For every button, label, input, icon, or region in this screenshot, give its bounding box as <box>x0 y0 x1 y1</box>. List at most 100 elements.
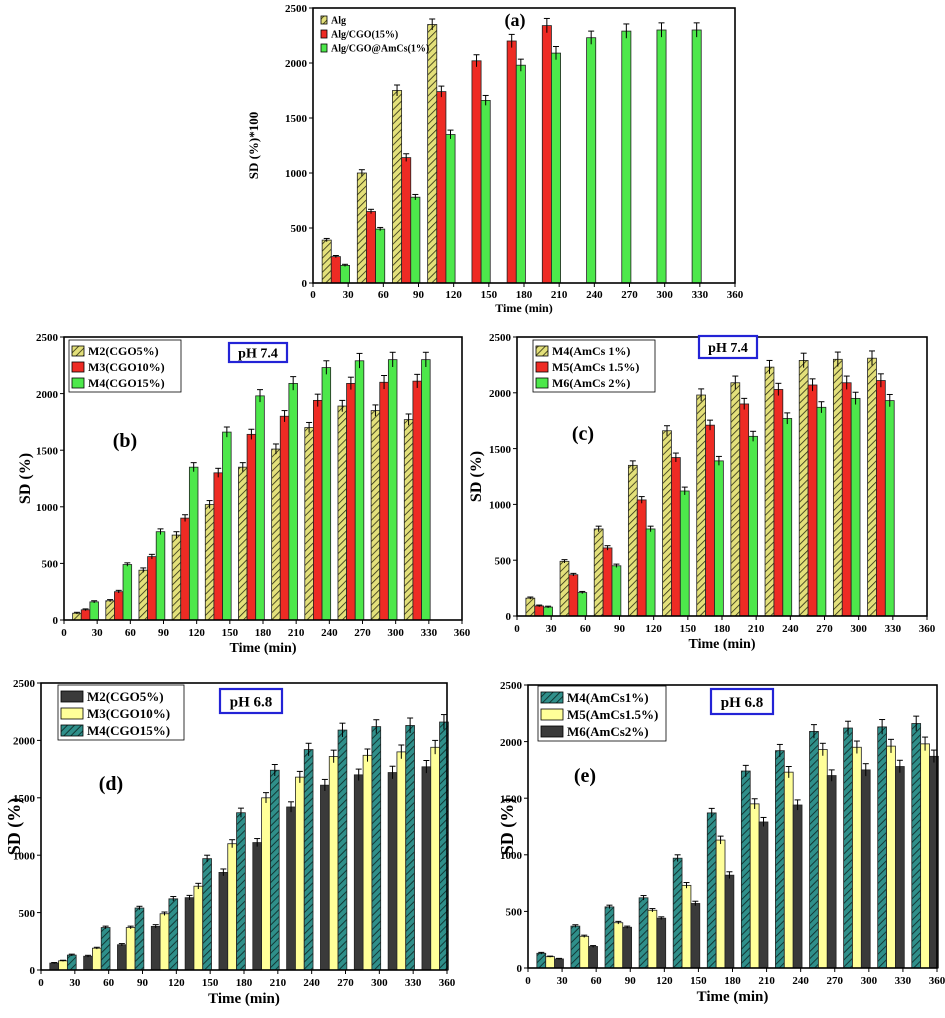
legend-d: M2(CGO5%) M3(CGO10%) M4(CGO15%) <box>57 684 185 741</box>
y-tick-label: 1000 <box>285 168 308 180</box>
y-tick-label: 2000 <box>285 58 308 70</box>
panel-label: (d) <box>99 773 123 795</box>
legend-b: M2(CGO5%) M3(CGO10%) M4(CGO15%) <box>68 339 182 393</box>
bar-c-s1-270 <box>807 384 818 617</box>
bar-b-s0-300 <box>370 410 381 621</box>
x-tick-label: 150 <box>690 975 707 987</box>
chart-d: 0 30 60 90 120 150 180 210 240 270 300 330 360 0 500 10… <box>4 678 456 1007</box>
legend-swatch <box>71 345 85 357</box>
legend-swatch <box>60 724 84 737</box>
y-tick-label: 500 <box>506 907 523 919</box>
y-tick-label: 0 <box>517 963 523 975</box>
bar-c-s1-210 <box>739 403 750 617</box>
x-tick-label: 270 <box>827 975 844 987</box>
bar-c-s2-30 <box>543 606 553 617</box>
x-tick-label: 330 <box>895 975 912 987</box>
y-tick-label: 1500 <box>500 793 523 805</box>
bar-e-s2-120 <box>656 917 667 969</box>
legend-entry: M3(CGO10%) <box>87 706 170 721</box>
x-tick-label: 210 <box>748 623 765 635</box>
x-tick-label: 210 <box>758 975 775 987</box>
bar-e-s2-150 <box>690 903 701 969</box>
y-tick-label: 500 <box>19 908 36 920</box>
bar-b-s1-330 <box>412 380 422 621</box>
legend-swatch <box>535 345 549 357</box>
bar-e-s0-150 <box>672 857 683 969</box>
y-tick-label: 1500 <box>36 445 59 457</box>
x-tick-label: 180 <box>724 975 741 987</box>
x-tick-label: 0 <box>514 623 520 635</box>
x-tick-label: 210 <box>551 289 568 301</box>
x-tick-label: 330 <box>421 627 438 639</box>
bar-c-s1-90 <box>602 547 613 617</box>
bar-e-s1-90 <box>613 922 624 969</box>
x-tick-label: 0 <box>525 975 531 987</box>
legend-swatch <box>540 725 564 738</box>
bar-d-s2-120 <box>168 898 179 971</box>
legend-entry: Alg/CGO@AmCs(1%) <box>331 44 429 55</box>
bar-e-s0-360 <box>911 723 922 969</box>
bar-b-s1-90 <box>147 556 157 621</box>
ph-label: pH 6.8 <box>721 695 764 711</box>
bar-c-s0-30 <box>525 597 536 617</box>
bar-c-s2-150 <box>679 490 690 617</box>
bar-d-s0-30 <box>49 962 59 971</box>
bar-a-s2-270 <box>621 30 632 284</box>
y-axis-label: SD (%) <box>468 451 485 502</box>
x-tick-label: 120 <box>445 289 462 301</box>
ph-box <box>227 341 289 364</box>
bar-a-s1-30 <box>330 256 341 284</box>
panel-label: (a) <box>505 10 526 31</box>
bar-e-s0-270 <box>809 731 819 969</box>
x-tick-label: 360 <box>929 975 945 987</box>
legend-box <box>68 339 182 393</box>
bar-b-s1-180 <box>246 433 257 621</box>
x-tick-label: 60 <box>580 623 592 635</box>
bar-d-s0-270 <box>320 784 330 971</box>
bar-d-s0-180 <box>218 872 229 971</box>
bar-c-s0-210 <box>730 382 741 617</box>
x-tick-label: 150 <box>680 623 697 635</box>
bar-b-s2-30 <box>89 601 99 621</box>
x-tick-label: 210 <box>288 627 305 639</box>
legend-swatch <box>320 29 328 39</box>
panel-label: (c) <box>572 423 594 445</box>
bar-e-s1-240 <box>783 771 794 969</box>
bar-c-s0-60 <box>559 560 570 617</box>
x-tick-label: 360 <box>727 289 744 301</box>
bar-d-s1-30 <box>58 960 68 971</box>
x-tick-label: 30 <box>546 623 558 635</box>
bar-d-s1-270 <box>328 756 339 971</box>
bar-d-s1-180 <box>227 843 237 971</box>
bar-d-s2-90 <box>134 907 145 971</box>
legend-c: M4(AmCs 1%) M5(AmCs 1.5%) M6(AmCs 2%) <box>532 339 656 393</box>
bar-e-s1-330 <box>886 745 896 969</box>
y-tick-label: 1000 <box>36 502 59 514</box>
x-tick-label: 240 <box>321 627 338 639</box>
panel-label: (e) <box>574 765 596 787</box>
x-tick-label: 330 <box>885 623 902 635</box>
x-tick-label: 90 <box>137 977 149 989</box>
x-tick-label: 30 <box>69 977 81 989</box>
bar-d-s0-240 <box>286 806 296 971</box>
bar-b-s2-330 <box>421 359 431 621</box>
legend-entry: M4(CGO15%) <box>88 376 165 390</box>
x-tick-label: 90 <box>625 975 637 987</box>
x-tick-label: 120 <box>645 623 662 635</box>
legend-entry: M4(CGO15%) <box>87 723 170 738</box>
legend-a: Alg Alg/CGO(15%) Alg/CGO@AmCs(1%) <box>320 16 429 55</box>
x-tick-label: 180 <box>516 289 533 301</box>
x-tick-label: 330 <box>692 289 709 301</box>
bar-c-s0-240 <box>764 366 775 617</box>
x-axis-label: Time (min) <box>229 641 296 656</box>
bar-e-s0-90 <box>604 906 615 969</box>
bar-d-s2-180 <box>236 812 246 971</box>
y-tick-label: 0 <box>30 965 36 977</box>
bar-c-s0-150 <box>662 430 672 617</box>
legend-entry: M5(AmCs1.5%) <box>567 707 658 722</box>
bar-a-s2-90 <box>410 196 421 284</box>
bar-d-s0-300 <box>353 774 364 971</box>
legend-entry: M2(CGO5%) <box>87 689 164 704</box>
bar-c-s0-270 <box>798 360 809 617</box>
bar-d-s2-270 <box>337 729 348 971</box>
